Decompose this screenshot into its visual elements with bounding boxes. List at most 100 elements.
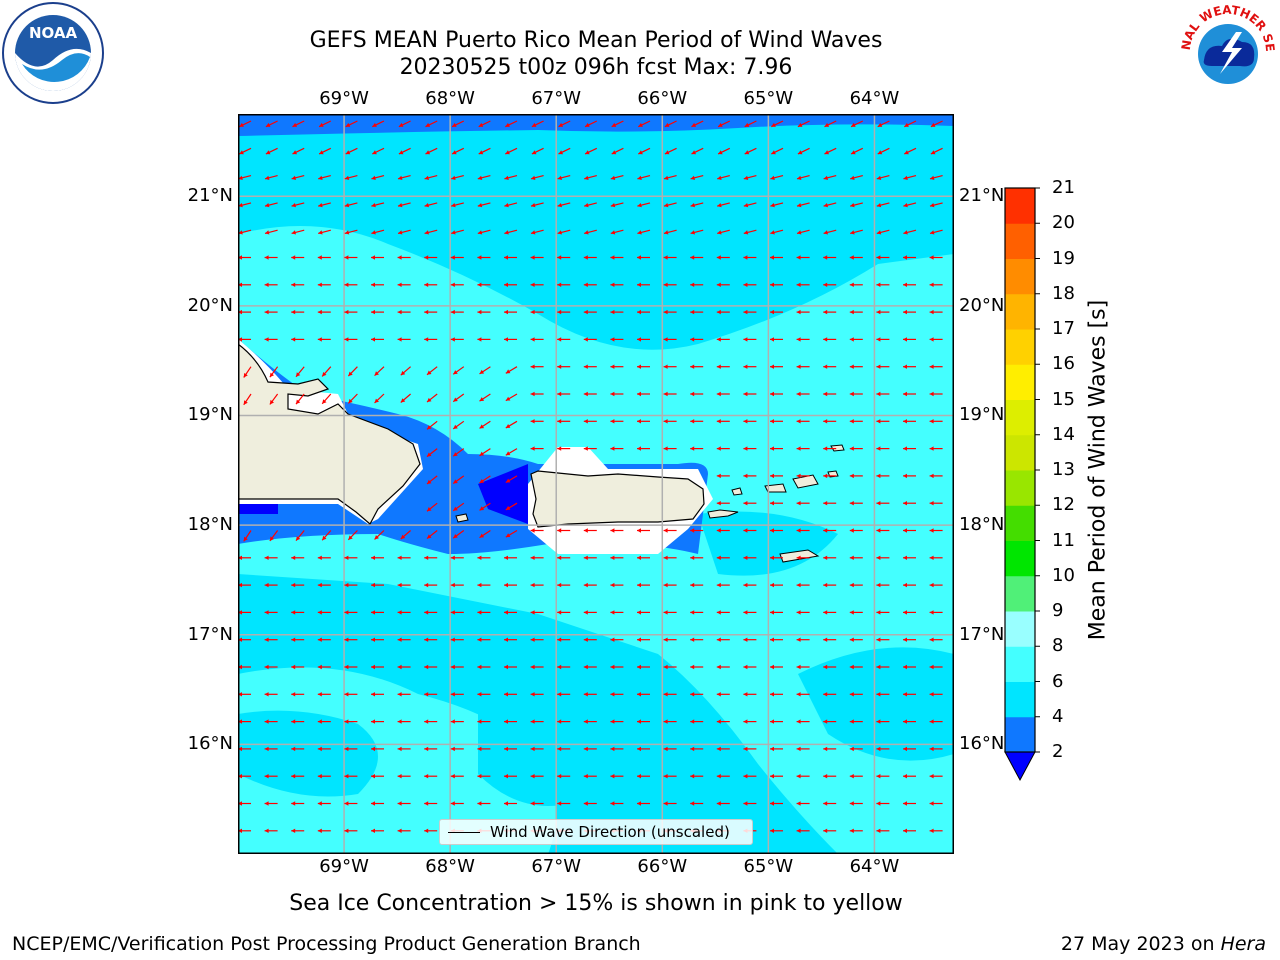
wave-vector-681 bbox=[796, 828, 810, 833]
wave-vector-413 bbox=[849, 555, 863, 560]
wave-vector-0 bbox=[239, 120, 252, 128]
wave-vector-78 bbox=[876, 175, 890, 180]
colorbar-level-19 bbox=[1005, 223, 1035, 259]
wave-vector-149 bbox=[610, 255, 624, 260]
wave-vector-232 bbox=[663, 337, 677, 342]
colorbar-label-19: 19 bbox=[1052, 247, 1075, 269]
wave-vector-100 bbox=[743, 202, 757, 208]
wave-vector-504 bbox=[397, 664, 411, 670]
wave-vector-21 bbox=[797, 120, 810, 128]
colorbar-label-20: 20 bbox=[1052, 212, 1075, 234]
wave-vector-362 bbox=[929, 501, 943, 506]
wave-vector-313 bbox=[849, 419, 863, 424]
wave-vector-118 bbox=[504, 229, 518, 235]
wave-vector-120 bbox=[557, 229, 571, 235]
lon-tick-top-0: 69°W bbox=[319, 88, 369, 109]
lat-tick-left-3: 18°N bbox=[187, 514, 233, 536]
wave-vector-454 bbox=[504, 610, 517, 615]
wave-vector-296 bbox=[929, 391, 943, 397]
wave-vector-560 bbox=[450, 719, 464, 724]
wave-period-map[interactable] bbox=[238, 114, 954, 854]
wave-vector-515 bbox=[690, 664, 704, 670]
wave-vector-448 bbox=[344, 610, 358, 615]
wave-vector-185 bbox=[849, 282, 863, 287]
wave-vector-258 bbox=[637, 364, 650, 369]
wave-vector-661 bbox=[264, 828, 278, 833]
wave-vector-445 bbox=[264, 610, 278, 615]
wave-vector-324 bbox=[610, 446, 624, 451]
wave-vector-644 bbox=[530, 801, 544, 806]
colorbar-label-18: 18 bbox=[1052, 282, 1075, 304]
colorbar-level-11 bbox=[1005, 505, 1035, 541]
wave-vector-663 bbox=[317, 828, 331, 833]
wave-vector-468 bbox=[876, 610, 890, 615]
wave-vector-595 bbox=[663, 746, 677, 752]
wave-vector-252 bbox=[479, 366, 491, 375]
wave-vector-183 bbox=[796, 282, 810, 287]
wave-vector-642 bbox=[477, 801, 491, 806]
wave-vector-562 bbox=[504, 719, 517, 724]
wave-vector-420 bbox=[317, 582, 331, 588]
wave-vector-485 bbox=[610, 637, 624, 642]
wave-vector-477 bbox=[397, 637, 411, 642]
wave-vector-75 bbox=[796, 175, 810, 180]
wave-vector-564 bbox=[557, 719, 571, 724]
wave-vector-71 bbox=[690, 175, 704, 180]
wave-vector-647 bbox=[610, 801, 624, 806]
wave-vector-32 bbox=[372, 147, 385, 155]
wave-vector-379 bbox=[663, 528, 677, 533]
wave-vector-486 bbox=[637, 637, 650, 642]
wave-vector-272 bbox=[295, 393, 305, 405]
wave-vector-376 bbox=[583, 528, 597, 533]
wave-vector-173 bbox=[530, 282, 544, 287]
wave-vector-363 bbox=[243, 530, 252, 542]
wave-vector-544 bbox=[743, 692, 757, 697]
wave-vector-535 bbox=[504, 692, 517, 697]
wave-vector-380 bbox=[690, 528, 704, 533]
wave-vector-230 bbox=[610, 337, 624, 342]
wave-vector-4 bbox=[345, 120, 358, 128]
colorbar-level-18 bbox=[1005, 258, 1035, 295]
wave-vector-297 bbox=[426, 420, 438, 430]
wave-vector-397 bbox=[424, 555, 438, 560]
wave-vector-596 bbox=[690, 746, 704, 752]
wave-vector-426 bbox=[477, 582, 491, 588]
wave-vector-292 bbox=[823, 391, 837, 397]
wave-vector-385 bbox=[823, 528, 837, 533]
wave-vector-341 bbox=[716, 473, 730, 479]
lon-tick-top-5: 64°W bbox=[849, 88, 900, 109]
wave-vector-332 bbox=[823, 446, 837, 451]
wave-vector-153 bbox=[716, 255, 730, 260]
wave-vector-186 bbox=[876, 282, 890, 287]
wave-vector-128 bbox=[770, 229, 784, 235]
wave-vector-500 bbox=[291, 664, 305, 670]
wave-vector-419 bbox=[291, 582, 305, 588]
wave-vector-91 bbox=[504, 202, 518, 208]
wave-vector-553 bbox=[264, 719, 278, 724]
wave-vector-619 bbox=[583, 774, 597, 779]
wave-vector-101 bbox=[770, 202, 784, 208]
wave-vector-31 bbox=[345, 147, 358, 155]
wave-vector-293 bbox=[849, 391, 863, 397]
wave-vector-319 bbox=[479, 448, 491, 457]
wave-vector-532 bbox=[424, 692, 438, 697]
colorbar bbox=[1004, 187, 1040, 782]
wave-vector-365 bbox=[295, 530, 305, 541]
wave-vector-47 bbox=[771, 147, 784, 155]
wave-vector-187 bbox=[903, 282, 916, 287]
wave-vector-269 bbox=[929, 364, 943, 369]
noaa-logo-text: NOAA bbox=[29, 24, 78, 42]
wave-vector-374 bbox=[530, 528, 544, 533]
wave-vector-178 bbox=[663, 282, 677, 287]
wave-vector-162 bbox=[238, 282, 251, 287]
wave-vector-210 bbox=[796, 309, 810, 315]
wave-vector-288 bbox=[716, 391, 730, 397]
wave-vector-421 bbox=[344, 582, 358, 588]
wave-vector-158 bbox=[849, 255, 863, 260]
wave-vector-195 bbox=[397, 309, 411, 315]
wave-vector-250 bbox=[426, 366, 438, 376]
wave-vector-80 bbox=[929, 175, 943, 180]
wave-vector-289 bbox=[743, 391, 757, 397]
wave-vector-309 bbox=[743, 419, 757, 424]
wave-vector-573 bbox=[796, 719, 810, 724]
